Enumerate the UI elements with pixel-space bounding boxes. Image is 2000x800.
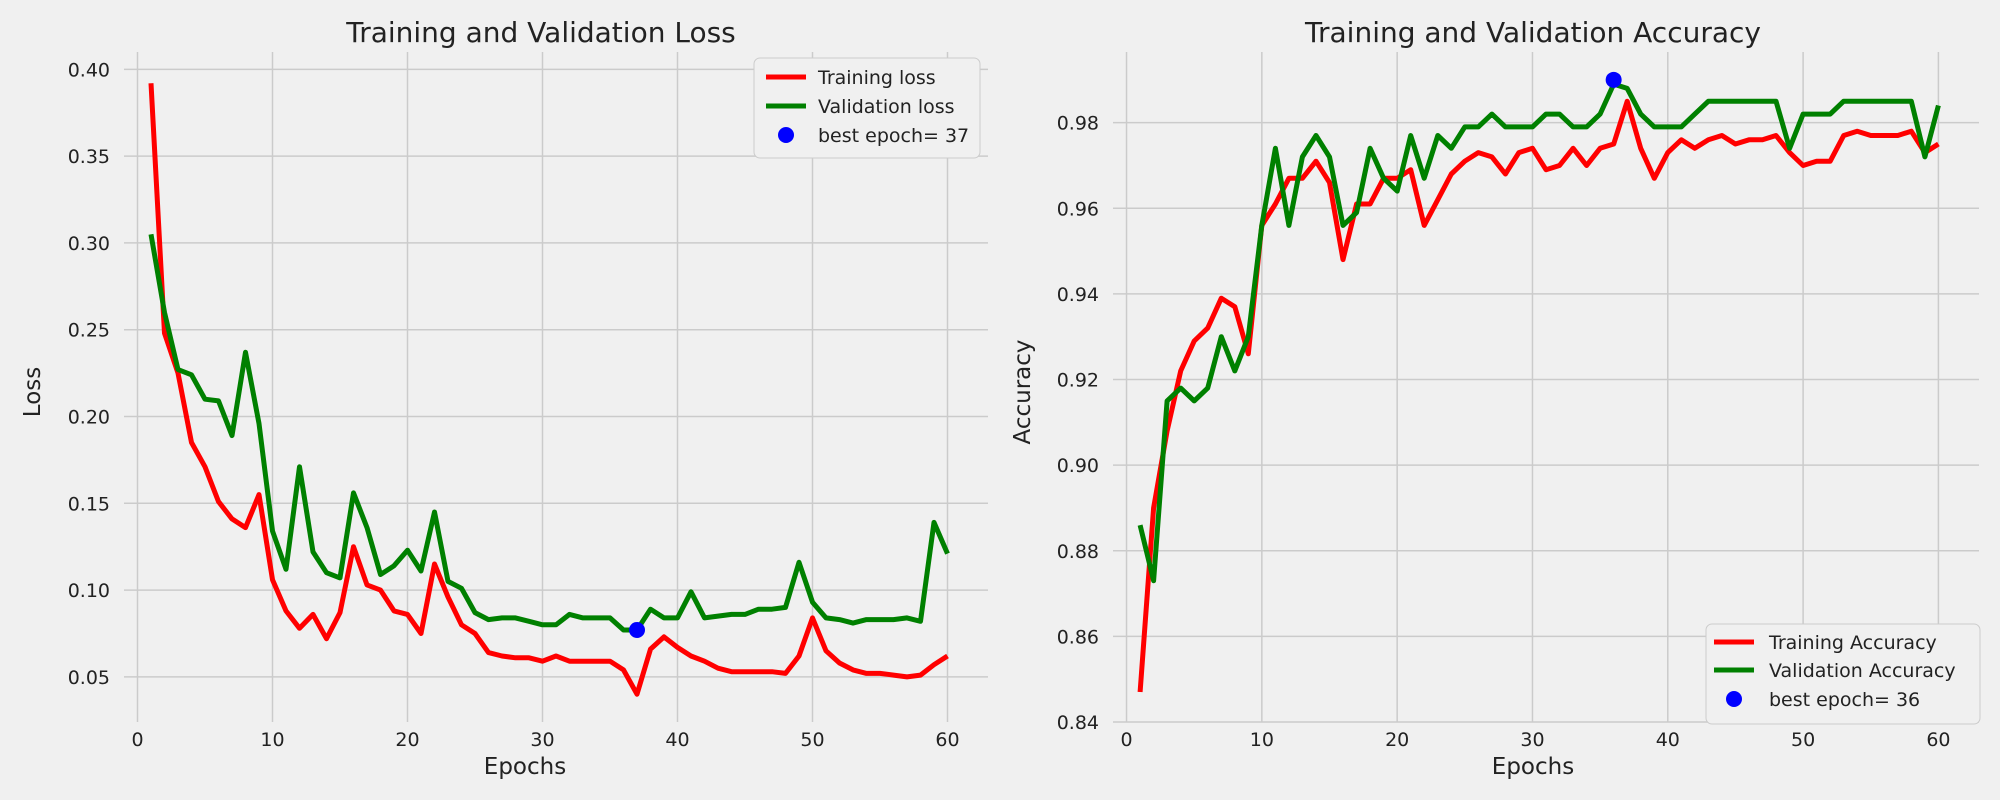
accuracy-best-epoch-point: [1605, 71, 1622, 88]
legend-validation-accuracy-label: Validation Accuracy: [1769, 660, 1956, 682]
loss-y-tick-label: 0.35: [68, 146, 110, 168]
legend-best-epoch-accuracy-label: best epoch= 36: [1769, 689, 1920, 711]
accuracy-y-tick-label: 0.96: [1057, 198, 1099, 220]
accuracy-x-tick-label: 20: [1385, 729, 1409, 751]
legend-training-loss-label: Training loss: [817, 67, 936, 89]
legend-best-epoch-loss-label: best epoch= 37: [818, 125, 969, 147]
loss-x-tick-label: 10: [260, 729, 284, 751]
accuracy-series-layer: [1137, 71, 1941, 693]
legend-validation-loss-label: Validation loss: [818, 96, 955, 118]
loss-ticks: 0 10 20 30 40 50 60 0.05 0.10 0.15 0.20 0.25 0.30 0.3…: [68, 59, 960, 751]
loss-y-tick-label: 0.15: [68, 493, 110, 515]
accuracy-y-tick-label: 0.90: [1057, 455, 1099, 477]
legend-training-accuracy-label: Training Accuracy: [1768, 632, 1937, 654]
loss-x-tick-label: 40: [665, 729, 689, 751]
accuracy-y-tick-label: 0.94: [1057, 284, 1099, 306]
accuracy-chart: 0 10 20 30 40 50 60 0.84 0.86 0.88 0.90 0.92 0.94 0.9…: [1010, 16, 1981, 780]
loss-y-tick-label: 0.10: [68, 580, 110, 602]
accuracy-y-tick-label: 0.98: [1057, 113, 1099, 135]
accuracy-x-tick-label: 60: [1926, 729, 1950, 751]
accuracy-y-tick-label: 0.88: [1057, 541, 1099, 563]
loss-x-tick-label: 0: [131, 729, 143, 751]
loss-x-tick-label: 50: [800, 729, 824, 751]
loss-y-tick-label: 0.05: [68, 667, 110, 689]
accuracy-x-tick-label: 10: [1250, 729, 1274, 751]
loss-legend-box: [753, 57, 981, 159]
accuracy-y-tick-label: 0.92: [1057, 370, 1099, 392]
legend-best-epoch-loss-marker: [778, 127, 794, 143]
validation-loss-line: [148, 233, 950, 633]
accuracy-ticks: 0 10 20 30 40 50 60 0.84 0.86 0.88 0.90 0.92 0.94 0.9…: [1057, 113, 1951, 751]
loss-x-axis-label: Epochs: [484, 754, 566, 780]
accuracy-y-axis-label: Accuracy: [1010, 339, 1036, 444]
accuracy-y-tick-label: 0.84: [1057, 712, 1099, 734]
loss-y-axis-label: Loss: [20, 367, 46, 417]
loss-series-layer: [148, 83, 950, 697]
accuracy-x-tick-label: 30: [1520, 729, 1544, 751]
loss-y-tick-label: 0.25: [68, 320, 110, 342]
loss-y-tick-label: 0.30: [68, 233, 110, 255]
accuracy-chart-title: Training and Validation Accuracy: [1304, 16, 1761, 49]
legend-best-epoch-accuracy-marker: [1726, 691, 1742, 707]
loss-y-tick-label: 0.40: [68, 59, 110, 81]
validation-accuracy-line: [1137, 81, 1941, 584]
loss-x-tick-label: 30: [530, 729, 554, 751]
accuracy-legend-box: [1705, 623, 1981, 725]
training-accuracy-line: [1137, 98, 1940, 693]
loss-x-tick-label: 60: [935, 729, 959, 751]
loss-best-epoch-point: [629, 622, 645, 639]
accuracy-x-axis-label: Epochs: [1492, 754, 1574, 780]
loss-chart-title: Training and Validation Loss: [345, 16, 736, 49]
loss-legend: Training loss Validation loss best epoch…: [753, 57, 981, 159]
loss-y-tick-label: 0.20: [68, 407, 110, 429]
loss-chart: 0 10 20 30 40 50 60 0.05 0.10 0.15 0.20 0.25 0.30 0.3…: [20, 16, 988, 780]
accuracy-y-tick-label: 0.86: [1057, 626, 1099, 648]
accuracy-x-tick-label: 40: [1656, 729, 1680, 751]
accuracy-x-tick-label: 50: [1791, 729, 1815, 751]
training-loss-line: [148, 83, 949, 697]
accuracy-grid: [1113, 52, 1979, 723]
accuracy-x-tick-label: 0: [1120, 729, 1132, 751]
accuracy-legend: Training Accuracy Validation Accuracy be…: [1705, 623, 1981, 725]
loss-x-tick-label: 20: [395, 729, 419, 751]
